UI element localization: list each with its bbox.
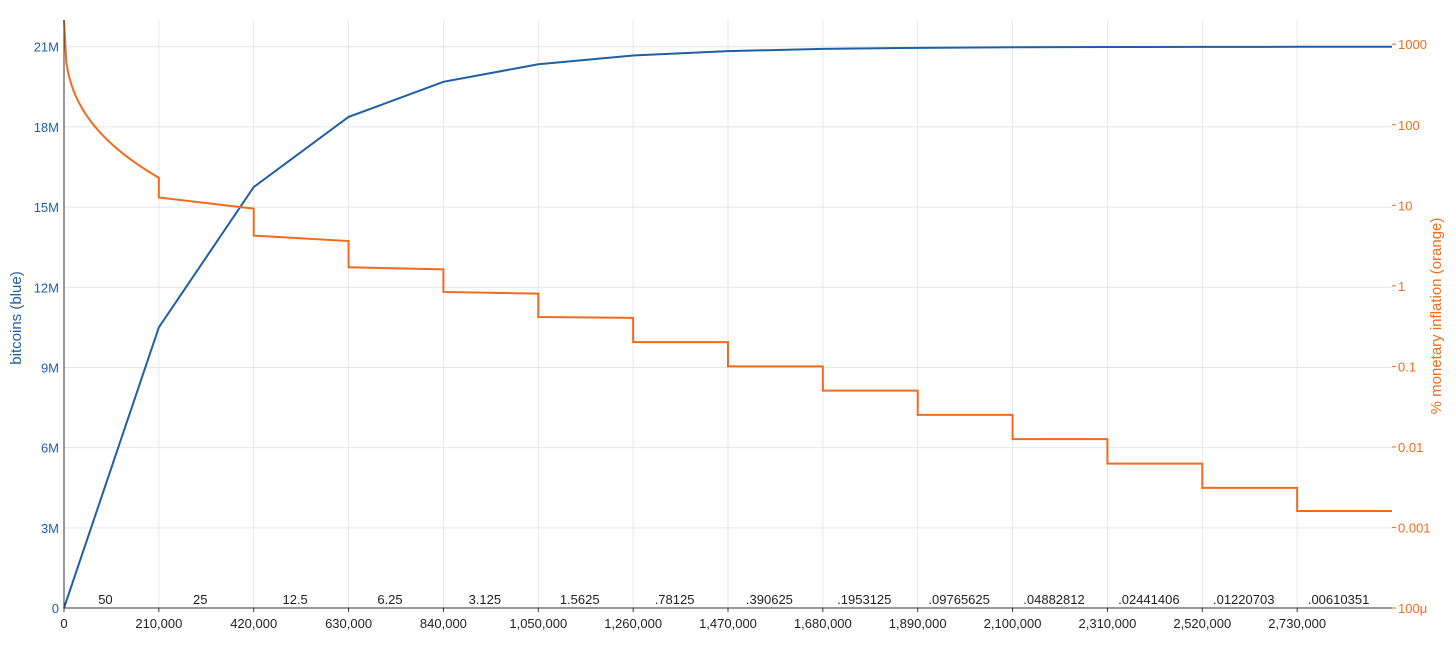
- bitcoins-line: [63, 45, 1393, 609]
- reward-label: .78125: [655, 592, 695, 607]
- y-tick-label-left: 12M: [34, 280, 59, 295]
- reward-label: .1953125: [837, 592, 891, 607]
- reward-label: .00610351: [1308, 592, 1369, 607]
- y-axis-label-left: bitcoins (blue): [8, 271, 25, 364]
- inflation-line: [63, 19, 1392, 513]
- axes: 0 210,000 420,000 630,000 840,000 1,050,000 1,…: [34, 20, 1431, 631]
- y-tick-label-right: 100: [1398, 118, 1420, 133]
- reward-label: 25: [193, 592, 207, 607]
- grid: [63, 20, 1392, 609]
- reward-label: .390625: [746, 592, 793, 607]
- y-tick-label-left: 15M: [34, 200, 59, 215]
- y-tick-label-right: 1: [1398, 279, 1405, 294]
- reward-label: 50: [98, 592, 112, 607]
- x-tick-label: 2,310,000: [1079, 616, 1137, 631]
- x-tick-label: 1,470,000: [699, 616, 757, 631]
- x-tick-label: 210,000: [135, 616, 182, 631]
- y-tick-label-right: 0.001: [1398, 520, 1431, 535]
- y-tick-label-right: 100μ: [1398, 601, 1427, 616]
- reward-label: 3.125: [469, 592, 502, 607]
- x-tick-label: 2,100,000: [984, 616, 1042, 631]
- x-tick-label: 1,050,000: [509, 616, 567, 631]
- x-tick-label: 0: [60, 616, 67, 631]
- y-tick-label-left: 0: [52, 601, 59, 616]
- reward-label: 6.25: [377, 592, 402, 607]
- reward-labels: 50 25 12.5 6.25 3.125 1.5625 .78125 .390625 .195…: [98, 592, 1369, 607]
- reward-label: .01220703: [1213, 592, 1274, 607]
- reward-label: 1.5625: [560, 592, 600, 607]
- y-tick-label-left: 21M: [34, 40, 59, 55]
- x-tick-label: 2,730,000: [1268, 616, 1326, 631]
- y-tick-label-right: 1000: [1398, 37, 1427, 52]
- y-axis-label-right: % monetary inflation (orange): [1428, 218, 1445, 415]
- y-tick-label-left: 9M: [41, 360, 59, 375]
- reward-label: 12.5: [282, 592, 307, 607]
- x-tick-label: 2,520,000: [1173, 616, 1231, 631]
- x-tick-label: 1,260,000: [604, 616, 662, 631]
- y-tick-label-right: 10: [1398, 198, 1412, 213]
- x-tick-label: 420,000: [230, 616, 277, 631]
- x-tick-label: 630,000: [325, 616, 372, 631]
- reward-label: .04882812: [1023, 592, 1084, 607]
- y-tick-label-right: 0.1: [1398, 359, 1416, 374]
- bitcoins-series: [63, 45, 1393, 609]
- y-tick-label-left: 18M: [34, 120, 59, 135]
- y-tick-label-left: 6M: [41, 441, 59, 456]
- x-tick-label: 1,890,000: [889, 616, 947, 631]
- reward-label: .02441406: [1118, 592, 1179, 607]
- inflation-series: [63, 19, 1392, 513]
- x-tick-label: 1,680,000: [794, 616, 852, 631]
- y-tick-label-left: 3M: [41, 521, 59, 536]
- reward-label: .09765625: [928, 592, 989, 607]
- x-tick-label: 840,000: [420, 616, 467, 631]
- y-tick-label-right: 0.01: [1398, 440, 1423, 455]
